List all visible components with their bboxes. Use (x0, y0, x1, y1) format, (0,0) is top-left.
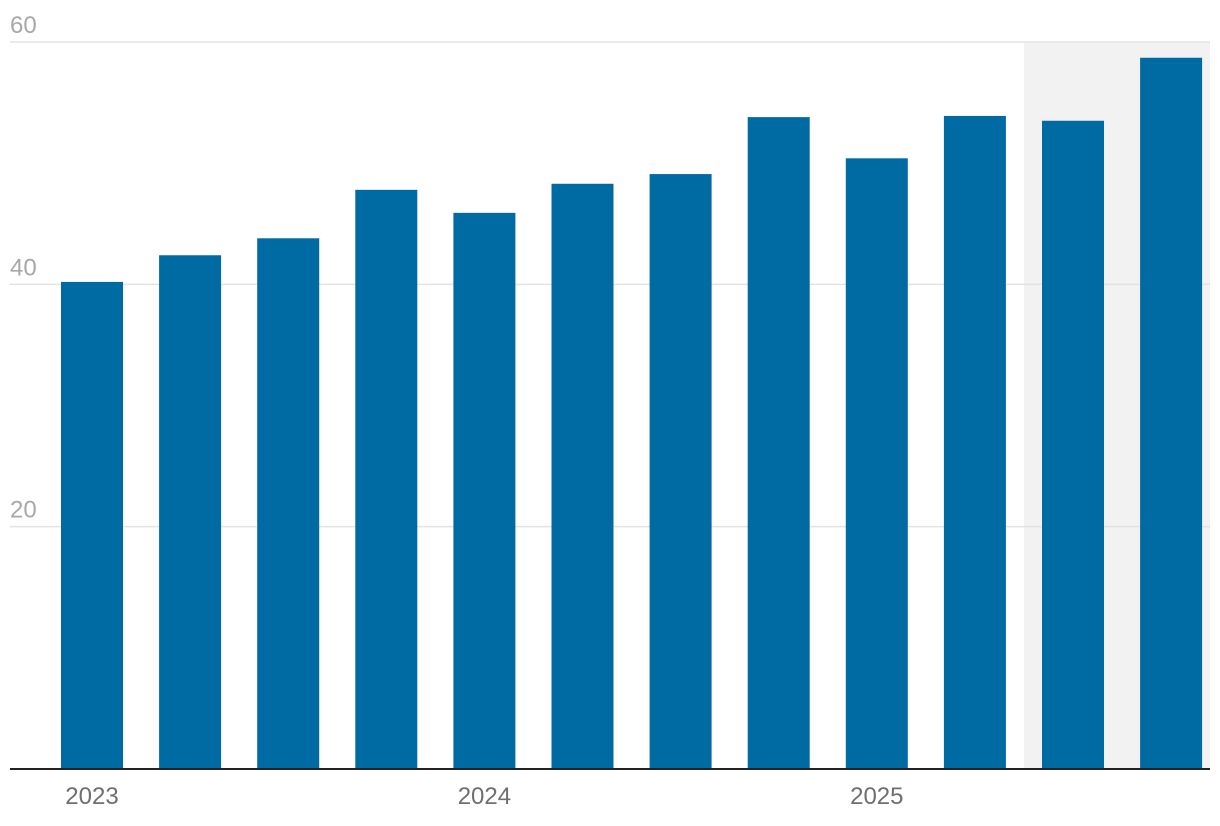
bar: Q1 2024: 45.9 (453, 212, 516, 770)
bar: Q1 2023: 40.2 (61, 281, 123, 769)
y-tick-label: 60 (10, 12, 37, 39)
bar: Q2 2025: 53.9 (943, 115, 1006, 769)
x-tick-label: 2024 (458, 783, 511, 810)
bar: Q2 2023: 42.4 (159, 255, 222, 770)
y-tick-label: 40 (10, 254, 37, 281)
bar: Q4 2023: 47.8 (355, 189, 418, 769)
x-tick-label: 2025 (850, 783, 903, 810)
bar: Q3 2025: 53.5 (1042, 120, 1104, 770)
bars: Q1 2023: 40.2 Q2 2023: 42.4 Q3 2023: 43.8 Q… (61, 57, 1203, 770)
y-tick-label: 20 (10, 497, 37, 524)
bar: Q4 2025: 58.7 (1140, 57, 1203, 770)
bar: Q1 2025: 50.4 (845, 158, 908, 769)
bar: Q3 2024: 49.1 (649, 174, 712, 770)
bar: Q3 2023: 43.8 (257, 238, 320, 770)
bar: Q2 2024: 48.3 (551, 183, 614, 769)
axes: 20 40 60 2023 2024 2025 (10, 12, 1210, 810)
bar: Q4 2024: 53.8 (747, 117, 810, 769)
x-tick-label: 2023 (65, 783, 118, 810)
